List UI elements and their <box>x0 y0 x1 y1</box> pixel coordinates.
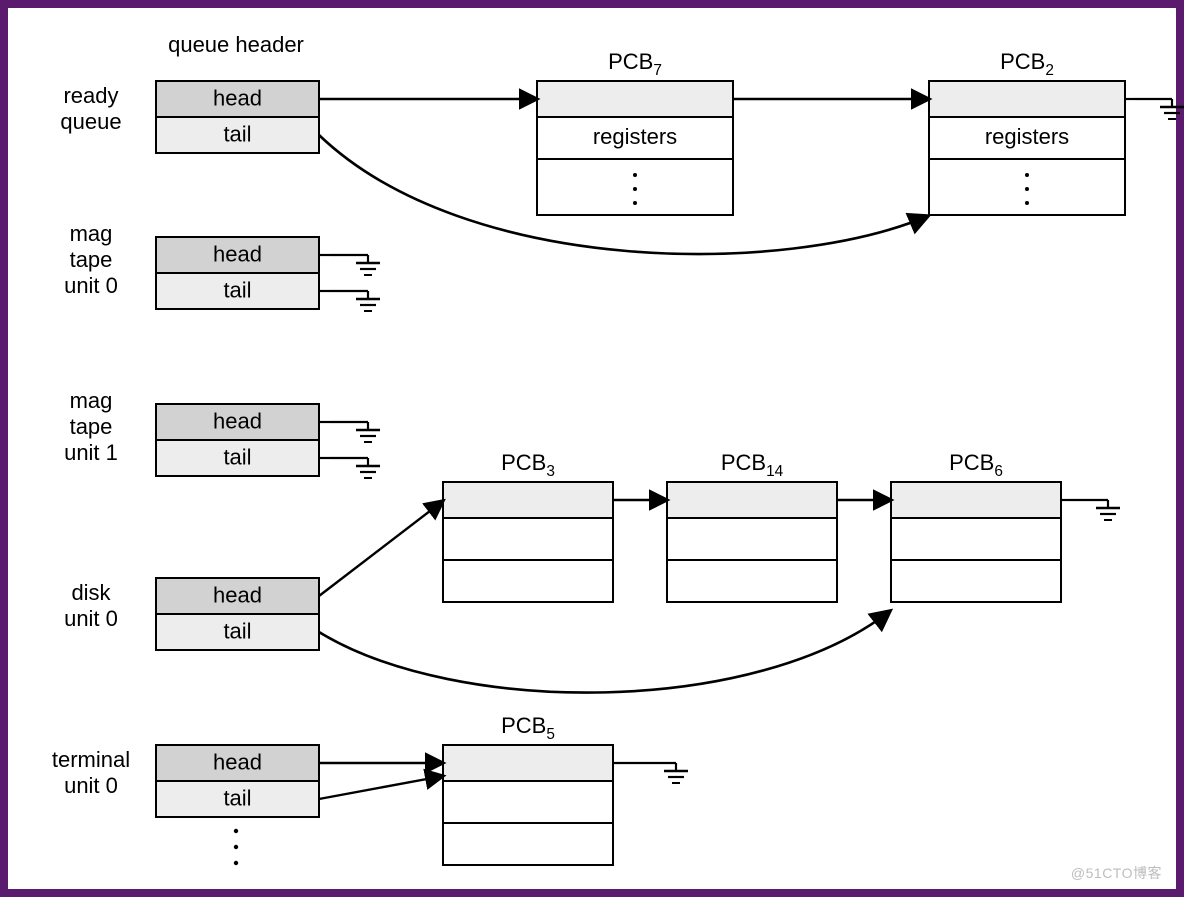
svg-text:disk: disk <box>71 580 111 605</box>
svg-text:head: head <box>213 408 262 433</box>
diagram-canvas: queue headerreadyqueueheadtailmagtapeuni… <box>16 16 1168 881</box>
svg-text:PCB3: PCB3 <box>501 450 555 480</box>
svg-text:head: head <box>213 582 262 607</box>
svg-text:tail: tail <box>223 277 251 302</box>
svg-text:registers: registers <box>593 124 677 149</box>
svg-text:mag: mag <box>70 388 113 413</box>
watermark: @51CTO博客 <box>1071 863 1162 883</box>
svg-text:head: head <box>213 241 262 266</box>
svg-text:tail: tail <box>223 785 251 810</box>
svg-text:unit 0: unit 0 <box>64 773 118 798</box>
svg-text:PCB5: PCB5 <box>501 713 555 743</box>
svg-text:tape: tape <box>70 414 113 439</box>
svg-text:queue: queue <box>60 109 121 134</box>
svg-text:unit 0: unit 0 <box>64 606 118 631</box>
svg-text:tape: tape <box>70 247 113 272</box>
diagram-svg: queue headerreadyqueueheadtailmagtapeuni… <box>16 16 1184 897</box>
svg-text:unit 1: unit 1 <box>64 440 118 465</box>
svg-text:terminal: terminal <box>52 747 130 772</box>
svg-text:head: head <box>213 85 262 110</box>
svg-text:queue header: queue header <box>168 32 304 57</box>
svg-text:mag: mag <box>70 221 113 246</box>
svg-text:ready: ready <box>63 83 118 108</box>
svg-text:head: head <box>213 749 262 774</box>
svg-text:tail: tail <box>223 121 251 146</box>
svg-text:PCB2: PCB2 <box>1000 49 1054 79</box>
svg-text:tail: tail <box>223 618 251 643</box>
diagram-frame: queue headerreadyqueueheadtailmagtapeuni… <box>0 0 1184 897</box>
svg-text:registers: registers <box>985 124 1069 149</box>
svg-text:tail: tail <box>223 444 251 469</box>
svg-text:PCB6: PCB6 <box>949 450 1003 480</box>
svg-text:unit 0: unit 0 <box>64 273 118 298</box>
svg-text:PCB7: PCB7 <box>608 49 662 79</box>
svg-text:PCB14: PCB14 <box>721 450 784 480</box>
